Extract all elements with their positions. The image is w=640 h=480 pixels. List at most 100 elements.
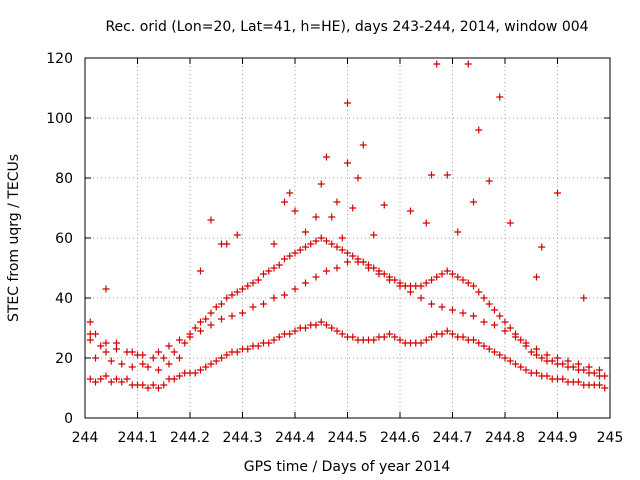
data-point [223,351,231,359]
data-point [86,318,94,326]
data-point [396,282,404,290]
data-point [491,306,498,314]
data-point [233,288,241,296]
y-tick-label: 120 [46,51,73,67]
data-point [485,300,493,308]
data-point [302,324,309,332]
data-point [506,357,514,365]
data-point [92,378,99,386]
data-point [396,336,404,344]
data-point [349,333,357,341]
data-point [449,306,456,314]
data-point [107,357,115,365]
data-point [212,303,220,311]
data-point [496,93,504,101]
data-point [575,360,582,368]
data-point [438,330,446,338]
data-point [506,219,514,227]
data-point [144,363,152,371]
data-point [344,99,351,107]
data-point [207,309,215,317]
data-point [118,378,126,386]
data-point [354,258,362,266]
data-point [291,327,299,335]
data-point [144,384,152,392]
y-tick-label: 20 [55,351,73,367]
data-point [197,318,204,326]
data-point [102,372,110,380]
data-point [328,213,336,221]
x-axis-label: GPS time / Days of year 2014 [244,459,451,475]
data-point [569,363,577,371]
data-point [496,351,504,359]
x-tick-label: 245 [597,430,624,446]
data-point [522,366,530,374]
data-point [422,336,430,344]
data-point [522,339,530,347]
data-point [344,159,351,167]
data-point [464,279,472,287]
data-point [475,339,483,347]
data-point [538,243,546,251]
data-point [270,264,278,272]
data-point [97,342,105,350]
data-point [328,324,336,332]
data-point [459,333,467,341]
data-point [207,360,215,368]
data-point [170,375,178,383]
data-point [86,375,94,383]
data-point [181,339,189,347]
data-point [102,339,110,347]
data-point [449,330,456,338]
data-point [302,279,309,287]
y-axis-label: STEC from uqrg / TECUs [6,154,22,322]
data-point [480,294,488,302]
data-point [317,318,325,326]
data-point [275,333,283,341]
data-point [176,354,183,362]
data-point [223,240,231,248]
data-point [428,300,435,308]
x-tick-label: 244.7 [432,430,472,446]
chart-title: Rec. orid (Lon=20, Lat=41, h=HE), days 2… [105,19,588,35]
data-point [218,315,225,323]
data-point [323,237,330,245]
data-point [317,180,325,188]
data-point [501,327,509,335]
data-point [149,381,157,389]
data-point [485,345,493,353]
axis-ticks: 244 244.1 244.2 244.3 244.4 244.5 244.6 244.7 24… [46,51,623,446]
x-tick-label: 244.5 [327,430,367,446]
data-point [333,243,341,251]
data-point [118,360,126,368]
data-point [312,213,320,221]
data-point [123,375,131,383]
data-point [559,375,567,383]
data-point [407,288,414,296]
data-point [459,276,467,284]
data-point [155,366,162,374]
data-point [543,351,551,359]
data-point [265,339,273,347]
data-point [244,282,252,290]
data-point [380,201,388,209]
y-tick-label: 100 [46,111,73,127]
data-point [386,276,393,284]
data-point [218,354,225,362]
data-point [212,357,220,365]
data-point [312,273,320,281]
data-point [443,171,451,179]
data-point [239,309,246,317]
data-point [375,270,383,278]
data-point [564,357,572,365]
x-tick-label: 244.6 [380,430,420,446]
data-point [170,348,178,356]
data-point [501,318,509,326]
data-point [428,171,435,179]
data-point [443,267,451,275]
data-point [428,333,435,341]
data-point [102,285,110,293]
y-tick-label: 0 [64,411,73,427]
data-point [501,354,509,362]
data-point [254,276,262,284]
